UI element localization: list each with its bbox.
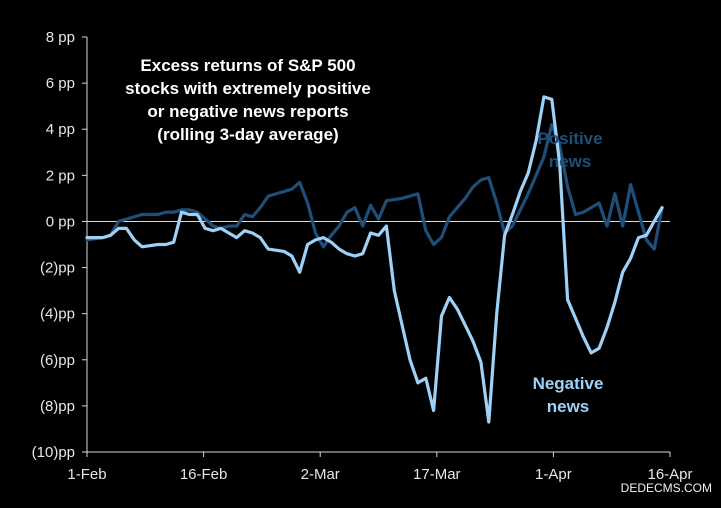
- x-tick-label: 2-Mar: [301, 466, 340, 483]
- text-line: news: [547, 397, 590, 416]
- x-tick-label: 16-Apr: [647, 466, 692, 483]
- chart-title: Excess returns of S&P 500 stocks with ext…: [125, 56, 371, 144]
- y-tick-label: (8)pp: [40, 398, 75, 415]
- negative-news-label: Negative news: [533, 374, 604, 416]
- chart-axes: [86, 37, 670, 453]
- text-line: Excess returns of S&P 500: [140, 56, 355, 75]
- x-tick-label: 1-Feb: [67, 466, 106, 483]
- negative-news-line: [85, 95, 664, 424]
- x-tick-label: 1-Apr: [535, 466, 572, 483]
- y-tick-label: (10)pp: [32, 444, 75, 461]
- positive-news-label: Positive news: [537, 129, 602, 171]
- y-tick-label: 0 pp: [46, 213, 75, 230]
- y-tick-label: 2 pp: [46, 167, 75, 184]
- positive-news-line: [85, 123, 664, 251]
- y-tick-label: (6)pp: [40, 352, 75, 369]
- chart-series: [85, 95, 664, 424]
- text-line: (rolling 3-day average): [157, 125, 338, 144]
- x-tick-label: 17-Mar: [413, 466, 461, 483]
- y-tick-label: 8 pp: [46, 29, 75, 46]
- x-axis-ticks: 1-Feb 16-Feb 2-Mar 17-Mar 1-Apr 16-Apr: [67, 452, 693, 483]
- text-line: news: [549, 152, 592, 171]
- y-tick-label: (4)pp: [40, 306, 75, 323]
- y-tick-label: 6 pp: [46, 75, 75, 92]
- x-tick-label: 16-Feb: [180, 466, 228, 483]
- y-tick-label: 4 pp: [46, 121, 75, 138]
- text-line: stocks with extremely positive: [125, 79, 371, 98]
- text-line: or negative news reports: [147, 102, 348, 121]
- text-line: Negative: [533, 374, 604, 393]
- y-tick-label: (2)pp: [40, 260, 75, 277]
- y-axis-ticks: 8 pp 6 pp 4 pp 2 pp 0 pp (2)pp (4)pp (6)pp (8)pp…: [32, 29, 87, 461]
- text-line: Positive: [537, 129, 602, 148]
- watermark: DEDECMS.COM: [621, 481, 712, 495]
